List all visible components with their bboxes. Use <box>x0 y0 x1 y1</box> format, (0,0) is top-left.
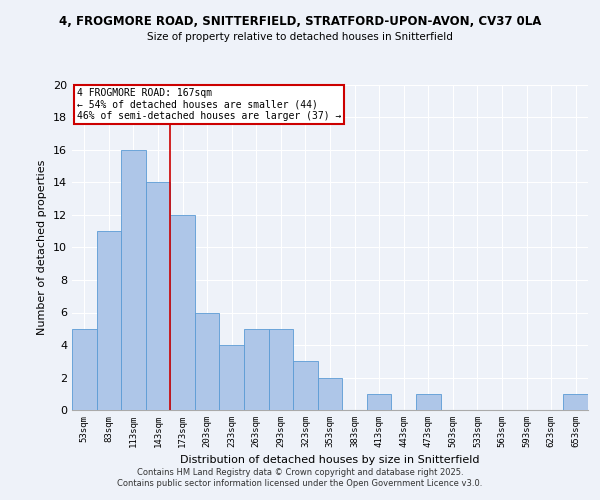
Text: Size of property relative to detached houses in Snitterfield: Size of property relative to detached ho… <box>147 32 453 42</box>
Bar <box>97 231 121 410</box>
Bar <box>220 345 244 410</box>
Bar <box>121 150 146 410</box>
Bar <box>318 378 342 410</box>
Y-axis label: Number of detached properties: Number of detached properties <box>37 160 47 335</box>
Bar <box>563 394 588 410</box>
Bar <box>269 329 293 410</box>
Bar <box>170 215 195 410</box>
Text: 4 FROGMORE ROAD: 167sqm
← 54% of detached houses are smaller (44)
46% of semi-de: 4 FROGMORE ROAD: 167sqm ← 54% of detache… <box>77 88 341 122</box>
Bar <box>195 312 220 410</box>
Bar <box>244 329 269 410</box>
Bar <box>72 329 97 410</box>
Bar <box>146 182 170 410</box>
Bar <box>293 361 318 410</box>
X-axis label: Distribution of detached houses by size in Snitterfield: Distribution of detached houses by size … <box>180 456 480 466</box>
Text: Contains HM Land Registry data © Crown copyright and database right 2025.
Contai: Contains HM Land Registry data © Crown c… <box>118 468 482 487</box>
Bar <box>416 394 440 410</box>
Bar <box>367 394 391 410</box>
Text: 4, FROGMORE ROAD, SNITTERFIELD, STRATFORD-UPON-AVON, CV37 0LA: 4, FROGMORE ROAD, SNITTERFIELD, STRATFOR… <box>59 15 541 28</box>
